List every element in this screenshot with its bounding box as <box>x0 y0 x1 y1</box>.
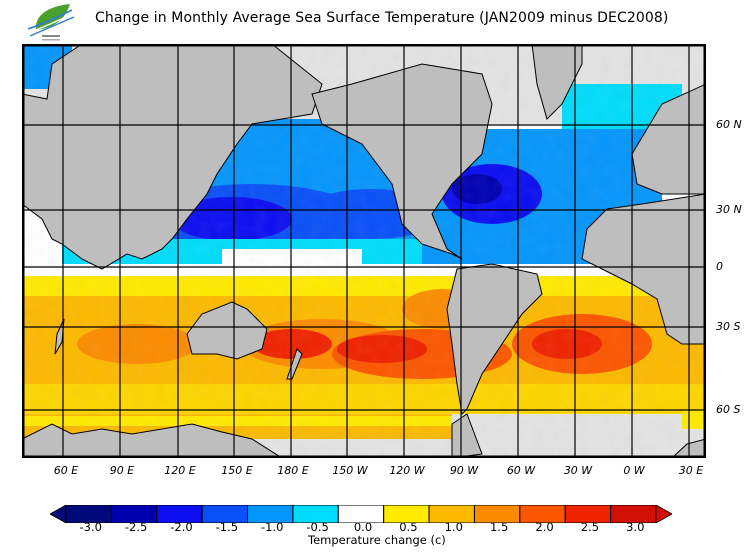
y-tick-label: 30 N <box>716 203 742 216</box>
x-tick-label: 90 W <box>449 464 479 477</box>
chart-title: Change in Monthly Average Sea Surface Te… <box>95 10 669 26</box>
map-frame <box>22 44 706 458</box>
x-tick-label: 30 W <box>563 464 593 477</box>
x-tick-label: 60 E <box>53 464 79 477</box>
x-tick-label: 150 E <box>221 464 253 477</box>
x-tick-label: 120 W <box>389 464 425 477</box>
sst-change-map <box>22 44 706 458</box>
x-tick-label: 180 E <box>277 464 309 477</box>
colorbar-tick-label: 2.0 <box>535 520 554 534</box>
graticule <box>22 44 706 458</box>
colorbar-extend-low <box>50 505 67 523</box>
colorbar-tick-label: -3.0 <box>79 520 102 534</box>
x-tick-label: 60 W <box>506 464 536 477</box>
leaf-wave-logo-icon <box>27 4 75 41</box>
colorbar-tick-label: -2.0 <box>170 520 193 534</box>
x-tick-label: 0 W <box>623 464 645 477</box>
colorbar-tick-label: -2.5 <box>124 520 148 534</box>
colorbar-tick-label: 0.0 <box>353 520 373 534</box>
colorbar-label: Temperature change (c) <box>308 533 446 547</box>
colorbar-tick-label: -0.5 <box>306 520 329 534</box>
x-tick-label: 120 E <box>164 464 196 477</box>
y-tick-label: 30 S <box>716 320 741 333</box>
y-tick-label: 0 <box>716 260 723 273</box>
colorbar-tick-label: 0.5 <box>399 520 418 534</box>
colorbar-tick-label: -1.0 <box>260 520 284 534</box>
colorbar-tick-label: 1.0 <box>444 520 463 534</box>
x-tick-label: 150 W <box>332 464 368 477</box>
colorbar <box>50 505 672 523</box>
colorbar-tick-label: 2.5 <box>580 520 600 534</box>
colorbar-tick-label: 3.0 <box>626 520 645 534</box>
colorbar-extend-high <box>655 505 672 523</box>
y-tick-label: 60 S <box>716 403 741 416</box>
colorbar-tick-label: 1.5 <box>489 520 509 534</box>
x-tick-label: 90 E <box>109 464 135 477</box>
y-tick-label: 60 N <box>716 118 742 131</box>
colorbar-tick-label: -1.5 <box>215 520 239 534</box>
x-tick-label: 30 E <box>678 464 704 477</box>
